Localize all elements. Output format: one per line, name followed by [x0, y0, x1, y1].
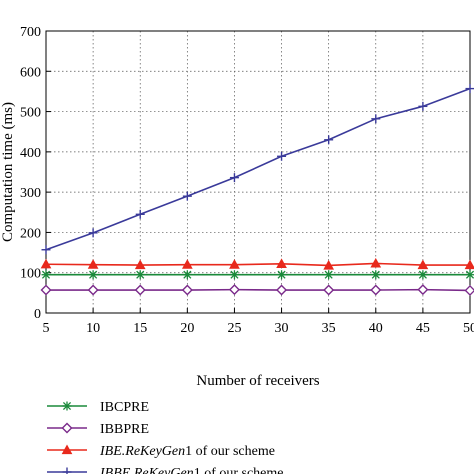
data-point	[465, 84, 474, 94]
data-point	[276, 258, 287, 268]
data-point	[464, 259, 474, 270]
y-tick-label: 100	[20, 267, 41, 282]
data-point	[228, 284, 240, 296]
data-point	[417, 259, 429, 270]
legend-marker	[62, 467, 72, 474]
data-point	[40, 258, 52, 269]
x-tick-label: 25	[227, 321, 241, 336]
series-line-4	[45, 87, 471, 251]
data-point	[229, 173, 239, 183]
x-tick-label: 5	[43, 321, 50, 336]
y-tick-label: 0	[34, 307, 41, 322]
x-tick-label: 20	[180, 321, 194, 336]
x-tick-label: 30	[275, 321, 289, 336]
legend-label: IBE.ReKeyGen1 of our scheme	[99, 444, 275, 459]
series-lines	[40, 84, 474, 296]
data-point	[87, 284, 99, 296]
data-point	[370, 284, 382, 296]
data-point	[323, 284, 335, 296]
plot-frame	[45, 30, 471, 314]
y-tick-label: 500	[20, 106, 41, 121]
data-point	[418, 101, 428, 111]
y-tick-label: 400	[20, 146, 41, 161]
legend-entry-4: IBBE.ReKeyGen1 of our scheme	[47, 466, 284, 474]
data-point	[229, 259, 240, 269]
data-point	[465, 270, 474, 280]
series-line-3	[45, 262, 470, 267]
data-point	[41, 270, 51, 280]
legend: IBCPRE IBBPRE IBE.ReKeyGen1 of our scheme I…	[47, 400, 284, 474]
data-point	[370, 257, 382, 268]
legend-marker	[61, 422, 73, 434]
data-point	[324, 270, 334, 280]
data-point	[371, 114, 381, 124]
x-tick-label: 15	[133, 321, 147, 336]
legend-marker	[62, 401, 72, 411]
data-point	[324, 135, 334, 145]
data-point	[134, 259, 146, 270]
data-point	[88, 270, 98, 280]
y-tick-label: 700	[20, 25, 41, 40]
legend-label: IBBPRE	[100, 422, 149, 437]
data-point	[417, 284, 429, 296]
data-point	[181, 259, 193, 269]
x-axis-title: Number of receivers	[196, 373, 319, 389]
x-tick-label: 50	[463, 321, 474, 336]
data-point	[135, 270, 145, 280]
grid-lines	[45, 30, 471, 314]
y-tick-label: 300	[20, 186, 41, 201]
axes: 5 10 15 20 25 30 35 40 45 50010020030040050060070…	[20, 25, 474, 336]
data-point	[276, 284, 288, 296]
x-tick-label: 45	[416, 321, 430, 336]
x-tick-label: 35	[322, 321, 336, 336]
data-point	[229, 270, 239, 280]
data-point	[464, 284, 474, 296]
legend-label: IBCPRE	[100, 400, 149, 415]
data-point	[418, 270, 428, 280]
legend-entry-3: IBE.ReKeyGen1 of our scheme	[47, 444, 275, 459]
legend-label: IBBE.ReKeyGen1 of our scheme	[99, 466, 284, 474]
legend-entry-2: IBBPRE	[47, 422, 149, 437]
data-point	[277, 151, 287, 161]
series-line-2	[46, 288, 471, 292]
legend-marker	[61, 444, 73, 455]
data-point	[40, 284, 52, 296]
y-axis-title: Computation time (ms)	[0, 102, 16, 242]
x-tick-label: 40	[369, 321, 383, 336]
data-point	[323, 259, 335, 270]
y-tick-label: 200	[20, 226, 41, 241]
data-point	[41, 245, 51, 255]
data-point	[371, 270, 381, 280]
data-point	[88, 228, 98, 238]
x-tick-label: 10	[86, 321, 100, 336]
data-point	[135, 209, 145, 219]
data-point	[182, 270, 192, 280]
y-tick-label: 600	[20, 65, 41, 80]
data-point	[277, 270, 287, 280]
data-point	[182, 191, 192, 201]
data-point	[87, 259, 99, 269]
data-point	[134, 284, 146, 296]
data-point	[181, 284, 193, 296]
legend-entry-1: IBCPRE	[47, 400, 149, 415]
